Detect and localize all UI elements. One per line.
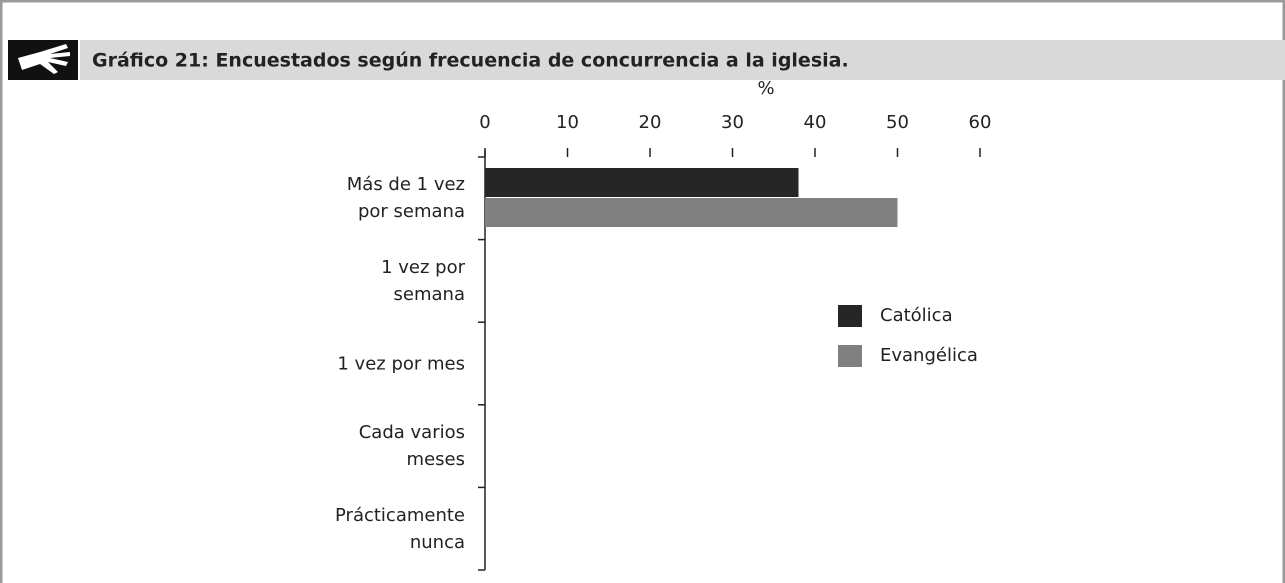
x-tick-label: 30: [721, 112, 744, 133]
bar: [485, 198, 589, 227]
chart-title: Gráfico 21: Encuestados según frecuencia…: [92, 50, 849, 72]
legend-label: Católica: [880, 305, 953, 326]
y-tick-label: Cada varios meses: [358, 422, 465, 471]
y-tick-label: Prácticamente nunca: [335, 504, 465, 553]
legend-swatch: [838, 305, 862, 327]
x-tick-label: 10: [556, 112, 579, 133]
hand-icon: [18, 44, 70, 74]
x-tick-label: 20: [639, 112, 662, 133]
x-tick-label: 50: [886, 112, 909, 133]
x-tick-label: 60: [969, 112, 992, 133]
legend-label: Evangélica: [880, 345, 978, 366]
header-band: [80, 40, 1285, 80]
y-tick-label: 1 vez por mes: [337, 353, 465, 374]
bar: [485, 168, 799, 197]
x-tick-label: 40: [804, 112, 827, 133]
legend-swatch: [838, 345, 862, 367]
y-tick-label: Más de 1 vez por semana: [346, 174, 465, 223]
y-tick-label: 1 vez por semana: [381, 256, 465, 305]
x-tick-label: 0: [479, 112, 490, 133]
axis-label: %: [757, 78, 774, 99]
